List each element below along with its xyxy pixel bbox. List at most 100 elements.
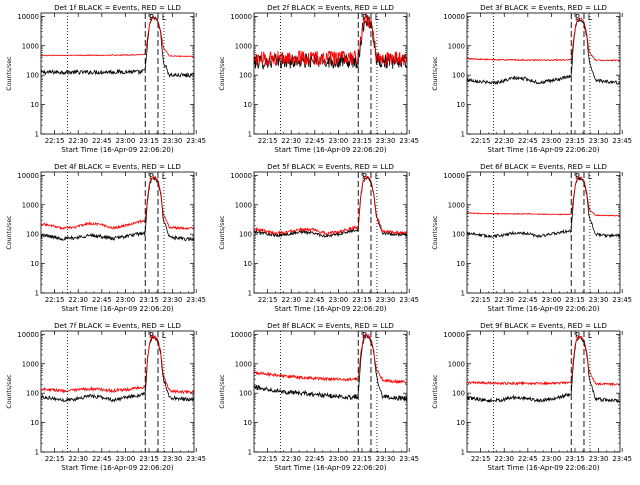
x-tick-label: 23:15 [139,455,159,463]
marker-label-p: P [362,13,367,22]
x-tick-label: 23:45 [612,296,632,304]
y-tick-label: 100 [452,390,465,398]
y-tick-label: 100 [452,72,465,80]
marker-label-p: P [575,331,580,340]
y-tick-label: 1 [461,130,465,138]
y-axis-label: Counts/sec [6,374,13,409]
y-tick-label: 1000 [22,42,39,50]
marker-label-p: P [149,331,154,340]
x-axis-label: Start Time (16-Apr-09 22:06:20) [61,305,173,313]
x-axis-label: Start Time (16-Apr-09 22:06:20) [487,305,599,313]
panel-title: Det 3f BLACK = Events, RED = LLD [480,3,607,12]
x-tick-label: 23:00 [116,455,136,463]
y-axis-label: Counts/sec [6,56,13,91]
panel-title: Det 5f BLACK = Events, RED = LLD [267,162,394,171]
y-tick-label: 10 [243,419,252,427]
x-tick-label: 23:15 [139,137,159,145]
y-axis-label: Counts/sec [219,374,226,409]
x-tick-label: 22:30 [494,296,514,304]
series-line-events [467,17,620,86]
x-tick-label: 23:30 [163,137,183,145]
series-line-lld [41,17,194,58]
series-line-events [41,176,194,242]
x-tick-label: 23:30 [376,296,396,304]
x-tick-label: 23:30 [589,137,609,145]
y-tick-label: 10 [456,260,465,268]
plot-area [467,17,620,86]
y-tick-label: 10000 [17,13,39,21]
panel-title: Det 1f BLACK = Events, RED = LLD [54,3,181,12]
y-tick-label: 10000 [17,172,39,180]
y-tick-label: 100 [452,231,465,239]
x-tick-label: 22:15 [471,455,491,463]
y-tick-label: 1 [248,448,252,456]
y-axis-label: Counts/sec [6,215,13,250]
x-tick-label: 22:45 [518,137,538,145]
x-tick-label: 23:00 [329,455,349,463]
x-tick-label: 23:00 [116,137,136,145]
marker-label-p: P [149,172,154,181]
x-tick-label: 23:45 [399,455,419,463]
x-tick-label: 23:15 [565,296,585,304]
x-tick-label: 23:30 [163,296,183,304]
x-tick-label: 22:30 [281,137,301,145]
plot-area [467,175,620,239]
series-line-lld [467,17,620,62]
panel-title: Det 4f BLACK = Events, RED = LLD [54,162,181,171]
y-tick-label: 10000 [17,331,39,339]
y-tick-label: 100 [26,231,39,239]
series-line-lld [41,175,194,231]
marker-label-l: L [162,331,167,340]
y-axis-label: Counts/sec [219,56,226,91]
x-tick-label: 22:45 [92,137,112,145]
x-axis-label: Start Time (16-Apr-09 22:06:20) [274,305,386,313]
series-line-lld [467,335,620,387]
x-tick-label: 23:00 [116,296,136,304]
x-tick-label: 22:30 [494,137,514,145]
y-tick-label: 10 [243,101,252,109]
x-tick-label: 23:00 [329,137,349,145]
x-tick-label: 22:30 [281,455,301,463]
x-axis-label: Start Time (16-Apr-09 22:06:20) [487,464,599,472]
y-tick-label: 10000 [443,13,465,21]
marker-label-l: L [375,13,380,22]
plot-area [254,13,407,70]
x-tick-label: 23:45 [186,137,206,145]
x-axis-label: Start Time (16-Apr-09 22:06:20) [61,146,173,154]
panel-title: Det 2f BLACK = Events, RED = LLD [267,3,394,12]
y-tick-label: 10000 [230,331,252,339]
x-tick-label: 22:15 [45,137,65,145]
x-tick-label: 23:45 [186,455,206,463]
x-tick-label: 23:30 [376,137,396,145]
y-tick-label: 1000 [235,201,252,209]
y-tick-label: 1 [35,130,39,138]
series-line-lld [41,333,194,395]
y-tick-label: 10 [456,419,465,427]
y-tick-label: 1000 [235,42,252,50]
x-tick-label: 23:00 [329,296,349,304]
x-tick-label: 23:15 [352,455,372,463]
series-line-lld [254,175,407,236]
x-tick-label: 23:30 [589,296,609,304]
x-tick-label: 22:15 [45,296,65,304]
x-tick-label: 22:30 [281,296,301,304]
y-tick-label: 100 [239,390,252,398]
x-tick-label: 23:45 [186,296,206,304]
x-tick-label: 22:15 [471,296,491,304]
plot-frame [40,171,195,294]
marker-label-l: L [162,172,167,181]
plot-area [254,175,407,238]
x-tick-label: 23:45 [399,137,419,145]
x-tick-label: 22:45 [518,296,538,304]
x-tick-label: 22:15 [258,455,278,463]
plot-frame [466,12,621,135]
y-tick-label: 10 [30,260,39,268]
y-tick-label: 100 [26,390,39,398]
series-line-events [467,335,620,403]
x-tick-label: 22:15 [258,296,278,304]
